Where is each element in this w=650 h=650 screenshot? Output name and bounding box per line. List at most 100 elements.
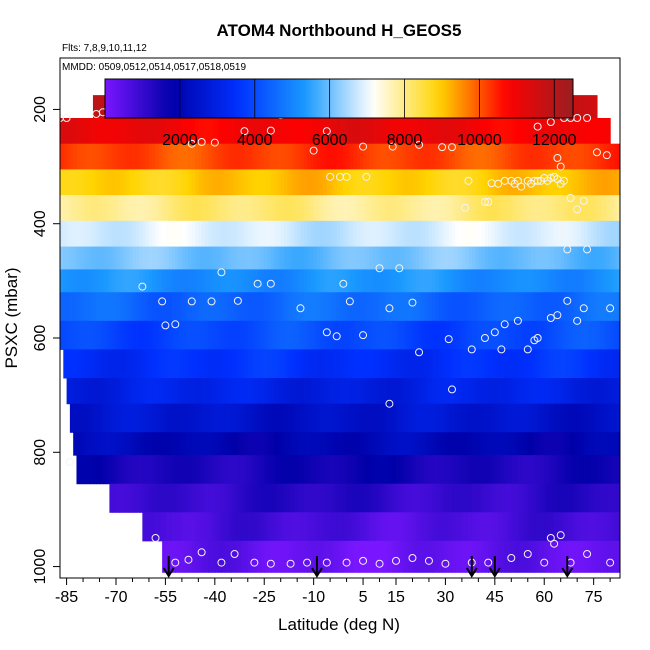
heatmap-cell bbox=[218, 220, 223, 248]
heatmap-cell bbox=[445, 246, 450, 270]
heatmap-cell bbox=[333, 118, 338, 145]
heatmap-cell bbox=[204, 118, 209, 145]
heatmap-cell bbox=[603, 220, 608, 248]
heatmap-cell bbox=[284, 378, 288, 405]
heatmap-cell bbox=[320, 455, 325, 485]
data-point bbox=[250, 558, 259, 567]
heatmap-cell bbox=[465, 455, 470, 485]
heatmap-cell bbox=[468, 220, 473, 248]
heatmap-cell bbox=[593, 349, 598, 379]
heatmap-cell bbox=[600, 512, 605, 542]
heatmap-cell bbox=[221, 320, 226, 350]
heatmap-cell bbox=[369, 118, 374, 145]
heatmap-cell bbox=[158, 320, 163, 350]
heatmap-cell bbox=[432, 483, 437, 513]
heatmap-cell bbox=[471, 540, 476, 573]
heatmap-cell bbox=[198, 195, 203, 222]
heatmap-cell bbox=[218, 118, 223, 145]
heatmap-cell bbox=[442, 349, 447, 379]
heatmap-cell bbox=[326, 512, 331, 542]
heatmap-cell bbox=[241, 378, 246, 405]
heatmap-cell bbox=[307, 195, 311, 222]
heatmap-cell bbox=[139, 483, 143, 513]
heatmap-cell bbox=[152, 220, 157, 248]
heatmap-cell bbox=[422, 349, 427, 379]
heatmap-cell bbox=[158, 349, 163, 379]
heatmap-cell bbox=[165, 455, 170, 485]
heatmap-cell bbox=[148, 378, 153, 405]
heatmap-cell bbox=[521, 349, 526, 379]
heatmap-cell bbox=[524, 246, 529, 270]
heatmap-cell bbox=[583, 455, 588, 485]
heatmap-cell bbox=[550, 349, 555, 379]
data-point bbox=[566, 194, 575, 202]
heatmap-cell bbox=[580, 195, 585, 222]
heatmap-cell bbox=[544, 246, 549, 270]
heatmap-cell bbox=[313, 540, 318, 573]
heatmap-cell bbox=[195, 195, 199, 222]
heatmap-cell bbox=[616, 220, 620, 248]
data-point bbox=[553, 311, 562, 320]
heatmap-cell bbox=[524, 455, 529, 485]
heatmap-cell bbox=[557, 540, 562, 573]
heatmap-cell bbox=[89, 320, 94, 350]
heatmap-cell bbox=[508, 512, 512, 542]
heatmap-cell bbox=[297, 320, 302, 350]
heatmap-cell bbox=[346, 320, 351, 350]
heatmap-cell bbox=[287, 118, 292, 145]
heatmap-cell bbox=[514, 195, 519, 222]
heatmap-cell bbox=[135, 455, 140, 485]
heatmap-cell bbox=[540, 169, 545, 196]
heatmap-cell bbox=[102, 246, 107, 270]
heatmap-cell bbox=[270, 455, 275, 485]
heatmap-cell bbox=[125, 483, 130, 513]
heatmap-cell bbox=[297, 540, 302, 573]
heatmap-cell bbox=[396, 143, 400, 170]
heatmap-cell bbox=[241, 320, 246, 350]
heatmap-cell bbox=[162, 220, 167, 248]
heatmap-cell bbox=[247, 320, 252, 350]
heatmap-cell bbox=[244, 143, 249, 170]
heatmap-cell bbox=[109, 432, 114, 456]
heatmap-cell bbox=[214, 246, 219, 270]
heatmap-cell bbox=[376, 378, 381, 405]
heatmap-cell bbox=[524, 118, 529, 145]
heatmap-cell bbox=[175, 143, 180, 170]
heatmap-cell bbox=[376, 169, 381, 196]
heatmap-cell bbox=[359, 269, 364, 293]
heatmap-cell bbox=[455, 292, 460, 322]
heatmap-cell bbox=[428, 118, 433, 145]
heatmap-cell bbox=[116, 378, 120, 405]
heatmap-cell bbox=[343, 220, 348, 248]
heatmap-cell bbox=[435, 169, 440, 196]
heatmap-cell bbox=[76, 195, 81, 222]
heatmap-cell bbox=[438, 220, 443, 248]
heatmap-cell bbox=[435, 540, 440, 573]
heatmap-cell bbox=[428, 349, 433, 379]
heatmap-cell bbox=[353, 432, 358, 456]
heatmap-cell bbox=[461, 143, 466, 170]
heatmap-cell bbox=[455, 320, 460, 350]
heatmap-cell bbox=[596, 169, 601, 196]
heatmap-cell bbox=[155, 403, 160, 433]
heatmap-cell bbox=[422, 220, 427, 248]
heatmap-cell bbox=[142, 512, 147, 542]
heatmap-cell bbox=[148, 169, 153, 196]
heatmap-cell bbox=[270, 169, 275, 196]
heatmap-cell bbox=[316, 195, 321, 222]
heatmap-cell bbox=[475, 246, 479, 270]
heatmap-cell bbox=[504, 169, 509, 196]
heatmap-cell bbox=[155, 349, 160, 379]
heatmap-cell bbox=[316, 220, 321, 248]
heatmap-cell bbox=[122, 320, 127, 350]
heatmap-cell bbox=[139, 169, 143, 196]
heatmap-cell bbox=[178, 246, 183, 270]
heatmap-cell bbox=[412, 403, 417, 433]
heatmap-cell bbox=[491, 220, 496, 248]
heatmap-cell bbox=[366, 169, 371, 196]
heatmap-cell bbox=[218, 432, 223, 456]
heatmap-cell bbox=[293, 292, 298, 322]
heatmap-cell bbox=[79, 403, 84, 433]
heatmap-cell bbox=[109, 195, 114, 222]
